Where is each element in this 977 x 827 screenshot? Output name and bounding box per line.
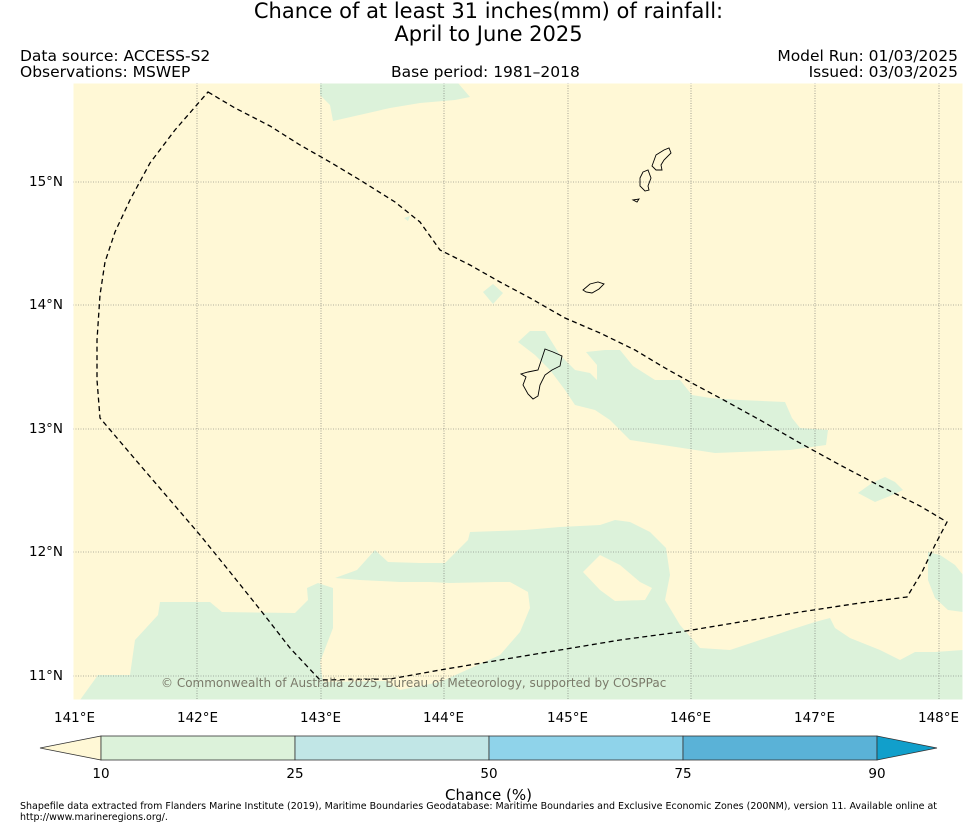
lon-tick-148: 148°E xyxy=(918,710,960,726)
lat-tick-13: 13°N xyxy=(29,421,64,437)
maritime-boundary-line xyxy=(96,91,948,681)
colorbar xyxy=(39,735,938,761)
model-run-text: Model Run: 01/03/2025 xyxy=(777,47,958,65)
observations-text: Observations: MSWEP xyxy=(20,63,191,81)
lon-tick-146: 146°E xyxy=(670,710,712,726)
data-source-text: Data source: ACCESS-S2 xyxy=(20,47,211,65)
probability-below-10-lakes xyxy=(583,555,652,601)
probability-below-10-field xyxy=(73,83,963,700)
guam-island xyxy=(519,348,563,400)
colorbar-10-25 xyxy=(100,735,296,761)
colorbar-tick-90: 90 xyxy=(868,766,886,782)
footer-link[interactable]: http://www.marineregions.org/. xyxy=(20,812,168,823)
issued-text: Issued: 03/03/2025 xyxy=(808,63,958,81)
aguijan-island xyxy=(631,198,640,203)
colorbar-tick-25: 25 xyxy=(286,766,304,782)
map-title-line2: April to June 2025 xyxy=(394,22,583,46)
tinian-island xyxy=(639,169,652,192)
island-outlines xyxy=(519,147,672,400)
saipan-island xyxy=(651,147,672,171)
lat-tick-15: 15°N xyxy=(29,174,64,190)
probability-10-25-regions xyxy=(80,83,963,700)
colorbar-label: Chance (%) xyxy=(445,786,532,804)
lon-tick-144: 144°E xyxy=(423,710,465,726)
graticule xyxy=(73,83,963,700)
map-frame xyxy=(72,82,964,701)
footer-attribution: Shapefile data extracted from Flanders M… xyxy=(20,801,938,812)
lat-tick-12: 12°N xyxy=(29,544,64,560)
lat-tick-11: 11°N xyxy=(29,668,64,684)
lon-tick-143: 143°E xyxy=(300,710,342,726)
colorbar-below-10 xyxy=(39,735,102,761)
copyright-watermark: © Commonwealth of Australia 2025, Bureau… xyxy=(161,676,667,690)
map-title-line1: Chance of at least 31 inches(mm) of rain… xyxy=(253,0,724,23)
colorbar-tick-50: 50 xyxy=(480,766,498,782)
base-period-text: Base period: 1981–2018 xyxy=(391,63,580,81)
lon-tick-145: 145°E xyxy=(547,710,589,726)
colorbar-tick-10: 10 xyxy=(92,766,110,782)
colorbar-25-50 xyxy=(294,735,490,761)
colorbar-above-90 xyxy=(876,735,938,761)
lon-tick-142: 142°E xyxy=(177,710,219,726)
lon-tick-147: 147°E xyxy=(794,710,836,726)
rota-island xyxy=(582,281,605,294)
colorbar-tick-75: 75 xyxy=(674,766,692,782)
colorbar-75-90 xyxy=(682,735,878,761)
lon-tick-141: 141°E xyxy=(54,710,96,726)
colorbar-50-75 xyxy=(488,735,684,761)
lat-tick-14: 14°N xyxy=(29,297,64,313)
